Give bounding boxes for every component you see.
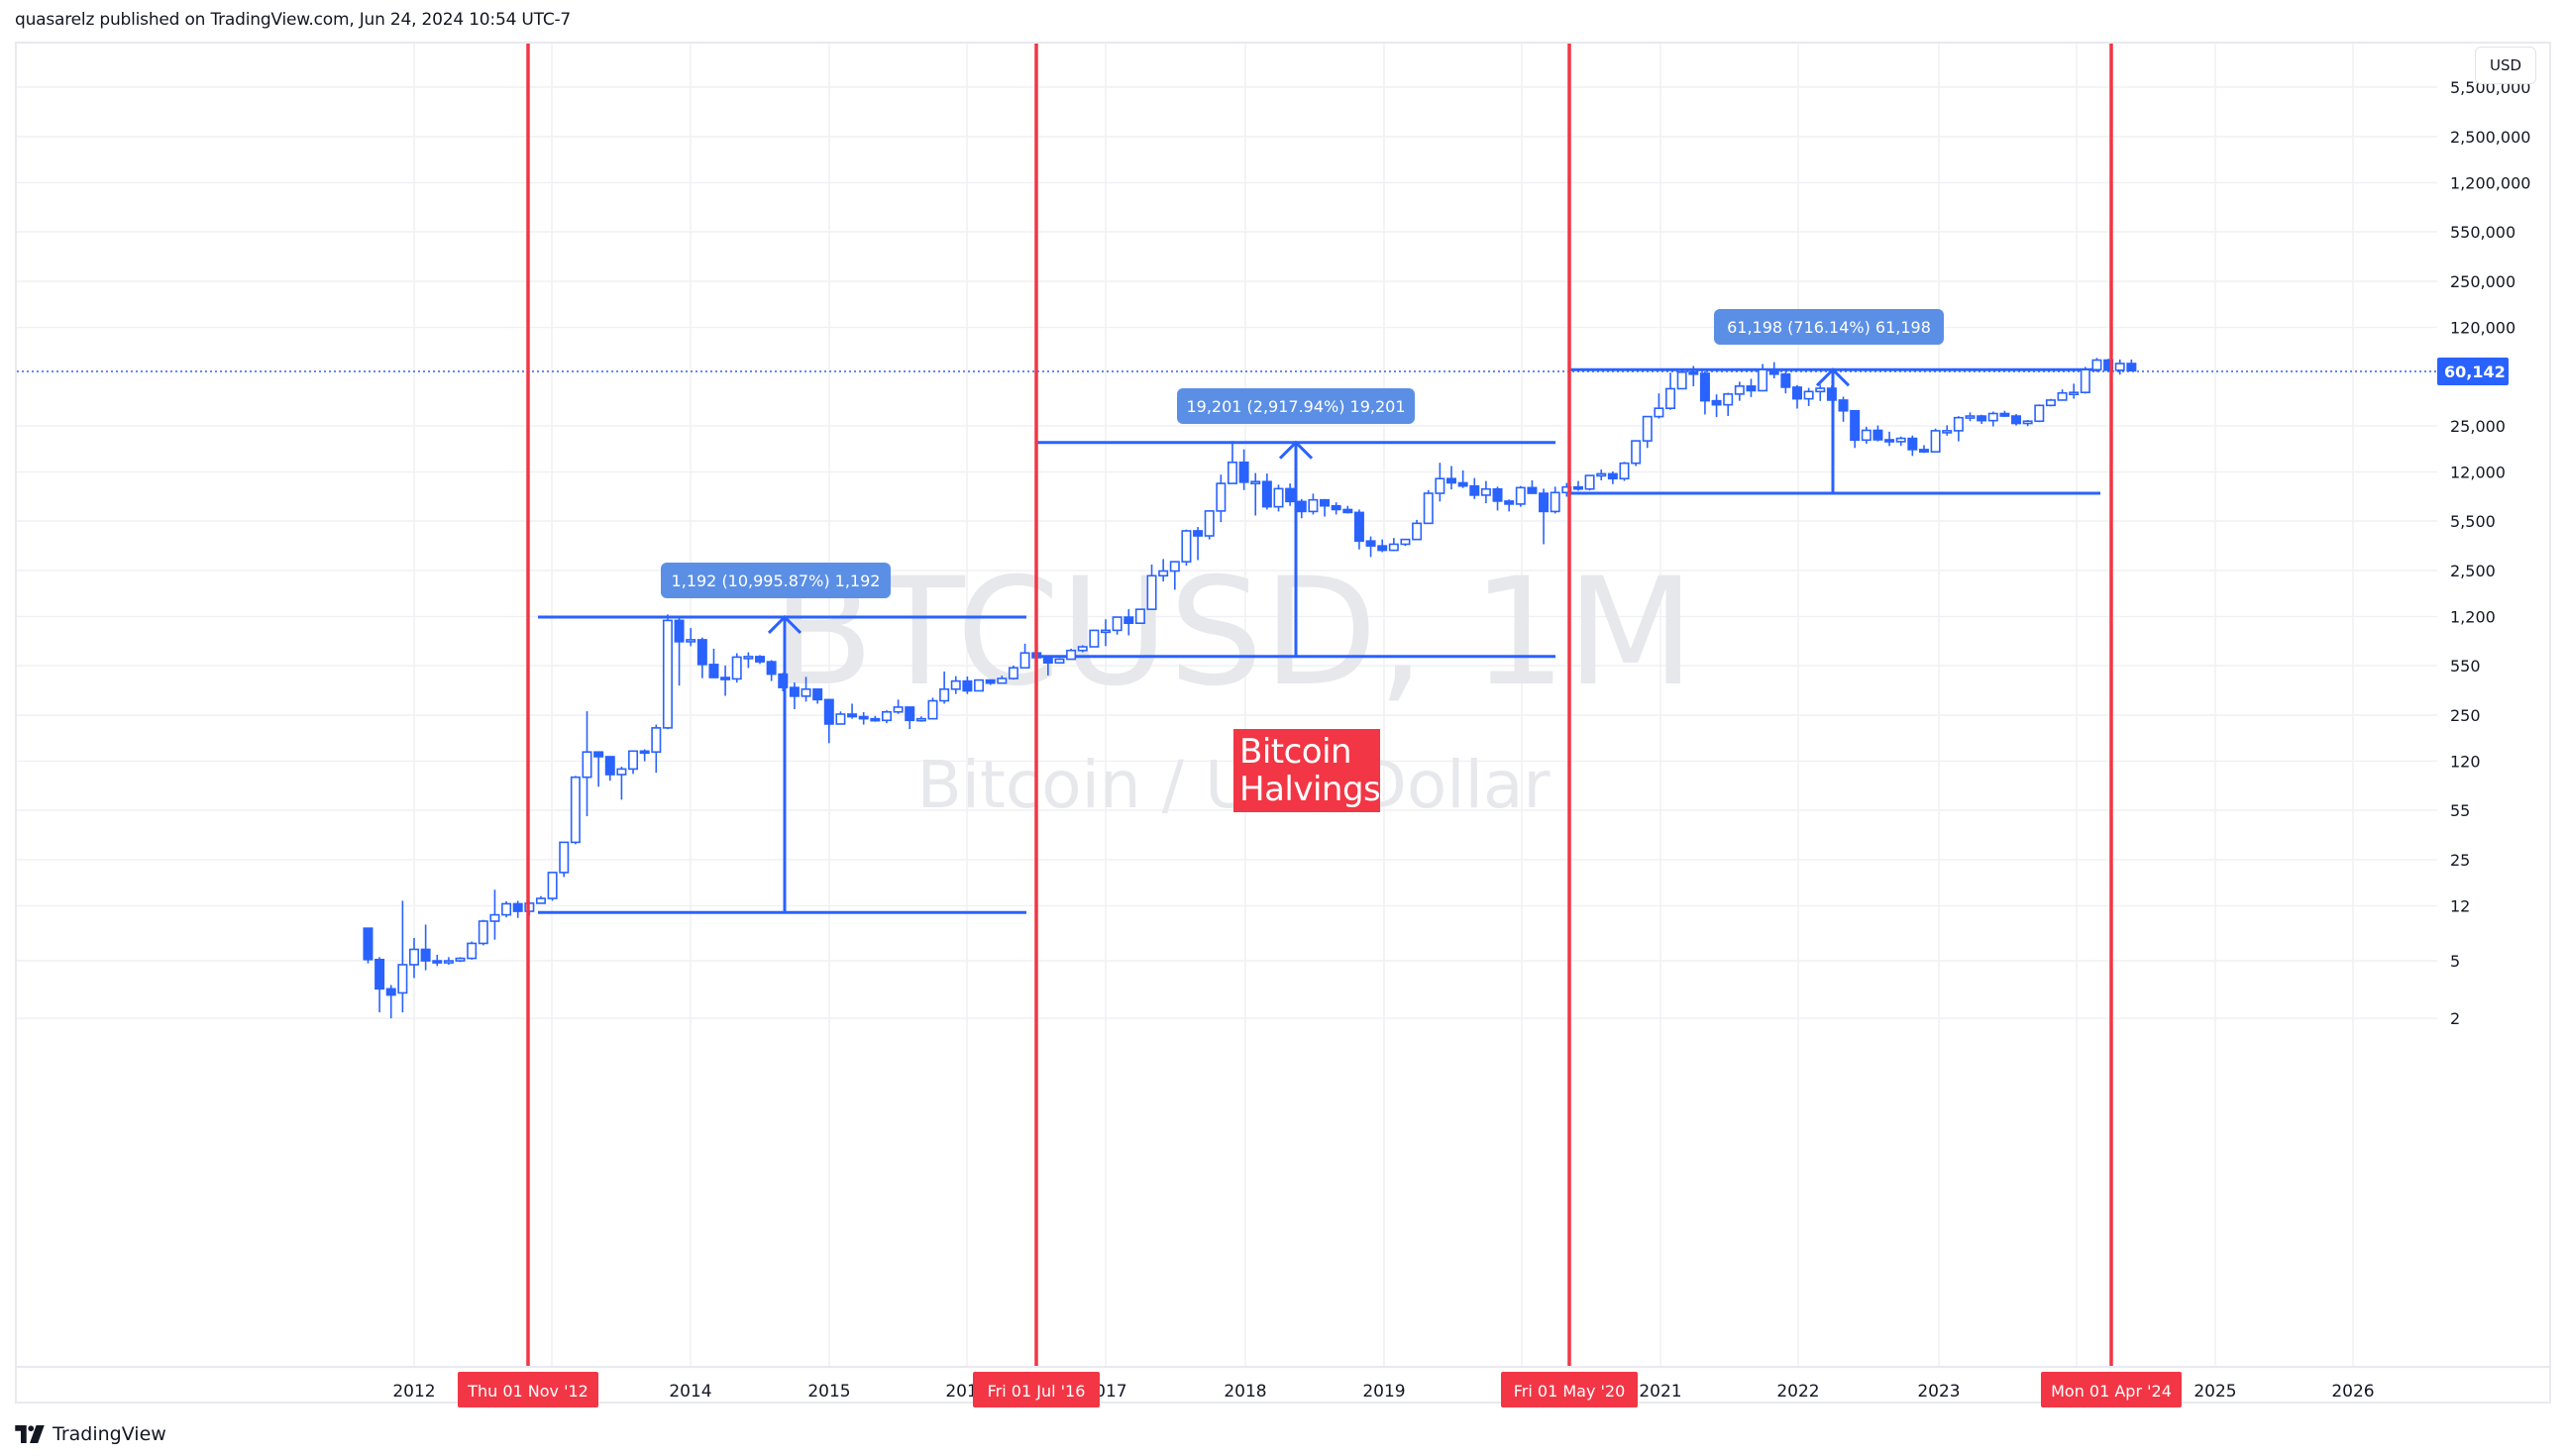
- measurement-1[interactable]: 1,192 (10,995.87%) 1,192: [538, 563, 1026, 914]
- price-tick: 5: [2450, 952, 2460, 971]
- last-price-badge: 60,142: [2437, 358, 2509, 385]
- publish-info: quasarelz published on TradingView.com, …: [15, 10, 572, 30]
- halving-date-label: Thu 01 Nov '12: [467, 1382, 588, 1401]
- measurement-label: 1,192 (10,995.87%) 1,192: [672, 572, 881, 590]
- price-tick: 550,000: [2450, 223, 2515, 242]
- price-tick: 25,000: [2450, 417, 2506, 436]
- bitcoin-halvings-note[interactable]: Bitcoin Halvings: [1233, 729, 1381, 812]
- price-tick: 25: [2450, 851, 2470, 870]
- time-tick: 2021: [1639, 1382, 1681, 1402]
- time-tick: 2026: [2331, 1382, 2374, 1402]
- time-tick: 2019: [1362, 1382, 1405, 1402]
- price-tick: 2: [2450, 1009, 2460, 1028]
- note-line-1: Bitcoin: [1239, 732, 1352, 772]
- watermark-symbol: BTCUSD, 1M: [772, 547, 1694, 719]
- halving-date-label: Mon 01 Apr '24: [2051, 1382, 2172, 1401]
- tradingview-footer[interactable]: TradingView: [15, 1423, 166, 1445]
- measurement-3[interactable]: 61,198 (716.14%) 61,198: [1569, 309, 2100, 495]
- price-tick: 1,200,000: [2450, 174, 2530, 193]
- price-tick: 2,500: [2450, 562, 2496, 580]
- currency-button[interactable]: USD: [2475, 47, 2536, 84]
- time-tick: 2022: [1776, 1382, 1819, 1402]
- price-tick: 55: [2450, 801, 2470, 820]
- halving-date-label: Fri 01 Jul '16: [988, 1382, 1086, 1401]
- time-tick: 2015: [807, 1382, 850, 1402]
- time-axis[interactable]: 2012 2014 2015 2016 2017 2018 2019 2021 2022 2023…: [392, 1382, 2374, 1402]
- halving-date-labels: Thu 01 Nov '12 Fri 01 Jul '16 Fri 01 May '…: [458, 1372, 2182, 1407]
- price-axis[interactable]: 5,500,0002,500,0001,200,000550,000250,00…: [2439, 44, 2549, 1365]
- svg-text:60,142: 60,142: [2444, 363, 2506, 381]
- note-line-2: Halvings: [1239, 770, 1381, 809]
- measurement-label: 61,198 (716.14%) 61,198: [1727, 318, 1931, 337]
- price-tick: 250: [2450, 706, 2481, 725]
- chart-frame[interactable]: [15, 42, 2551, 1404]
- candlestick-series[interactable]: [363, 358, 2137, 1019]
- time-tick: 2014: [669, 1382, 711, 1402]
- tradingview-brand: TradingView: [53, 1423, 166, 1445]
- price-tick: 12: [2450, 897, 2470, 916]
- measurement-2[interactable]: 19,201 (2,917.94%) 19,201: [1036, 388, 1555, 659]
- time-tick: 2018: [1224, 1382, 1266, 1402]
- chart-grid: [17, 44, 2437, 1367]
- price-tick: 1,200: [2450, 608, 2496, 627]
- price-tick: 250,000: [2450, 272, 2515, 291]
- measurement-label: 19,201 (2,917.94%) 19,201: [1186, 397, 1405, 416]
- price-tick: 550: [2450, 657, 2481, 676]
- price-range-measurements[interactable]: 1,192 (10,995.87%) 1,192 19,201 (2,917.94…: [538, 309, 2100, 914]
- price-tick: 5,500: [2450, 512, 2496, 531]
- halving-date-label: Fri 01 May '20: [1514, 1382, 1626, 1401]
- time-tick: 2023: [1917, 1382, 1960, 1402]
- price-tick: 2,500,000: [2450, 128, 2530, 147]
- price-tick: 12,000: [2450, 464, 2506, 482]
- halving-vertical-lines[interactable]: [526, 44, 2113, 1367]
- price-tick: 120: [2450, 753, 2481, 772]
- tradingview-logo-icon: [15, 1425, 45, 1443]
- price-tick: 120,000: [2450, 319, 2515, 338]
- time-tick: 2025: [2193, 1382, 2236, 1402]
- time-tick: 2012: [392, 1382, 435, 1402]
